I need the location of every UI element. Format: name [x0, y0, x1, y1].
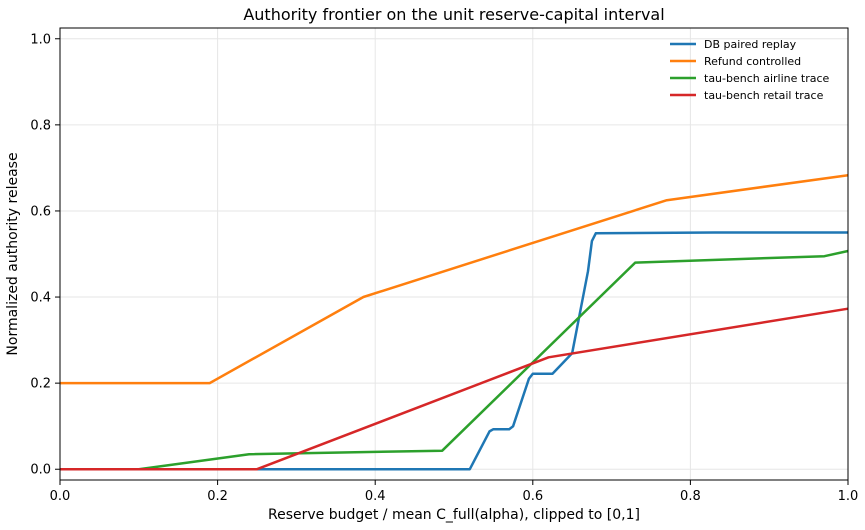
ticks: 0.0 0.2 0.4 0.6 0.8 1.0 0.0 0.2 0.4 0.6 0.8 1.0 [30, 32, 858, 504]
x-tick-label: 0.0 [50, 489, 71, 504]
legend-label: Refund controlled [704, 55, 801, 68]
y-tick-label: 0.6 [30, 204, 51, 219]
y-tick-label: 0.8 [30, 118, 51, 133]
series-line-3 [60, 307, 849, 471]
legend-label: DB paired replay [704, 38, 797, 51]
plot-frame [59, 27, 849, 481]
x-tick-label: 0.4 [365, 489, 386, 504]
y-tick-label: 0.4 [30, 291, 51, 306]
y-tick-label: 1.0 [30, 32, 51, 47]
series-line-1 [60, 173, 849, 385]
y-tick-label: 0.2 [30, 377, 51, 392]
x-tick-label: 0.6 [522, 489, 543, 504]
x-tick-label: 1.0 [838, 489, 859, 504]
x-tick-label: 0.2 [207, 489, 228, 504]
legend-label: tau-bench retail trace [704, 89, 824, 102]
legend-label: tau-bench airline trace [704, 72, 830, 85]
series-group [60, 173, 849, 471]
x-axis-label: Reserve budget / mean C_full(alpha), cli… [268, 507, 640, 523]
series-line-0 [60, 231, 848, 471]
legend: DB paired replay Refund controlled tau-ben… [670, 38, 830, 102]
y-tick-label: 0.0 [30, 463, 51, 478]
x-tick-label: 0.8 [680, 489, 701, 504]
y-axis-label: Normalized authority release [5, 152, 21, 355]
series-line-2 [60, 249, 849, 471]
chart-title: Authority frontier on the unit reserve-c… [243, 5, 664, 24]
